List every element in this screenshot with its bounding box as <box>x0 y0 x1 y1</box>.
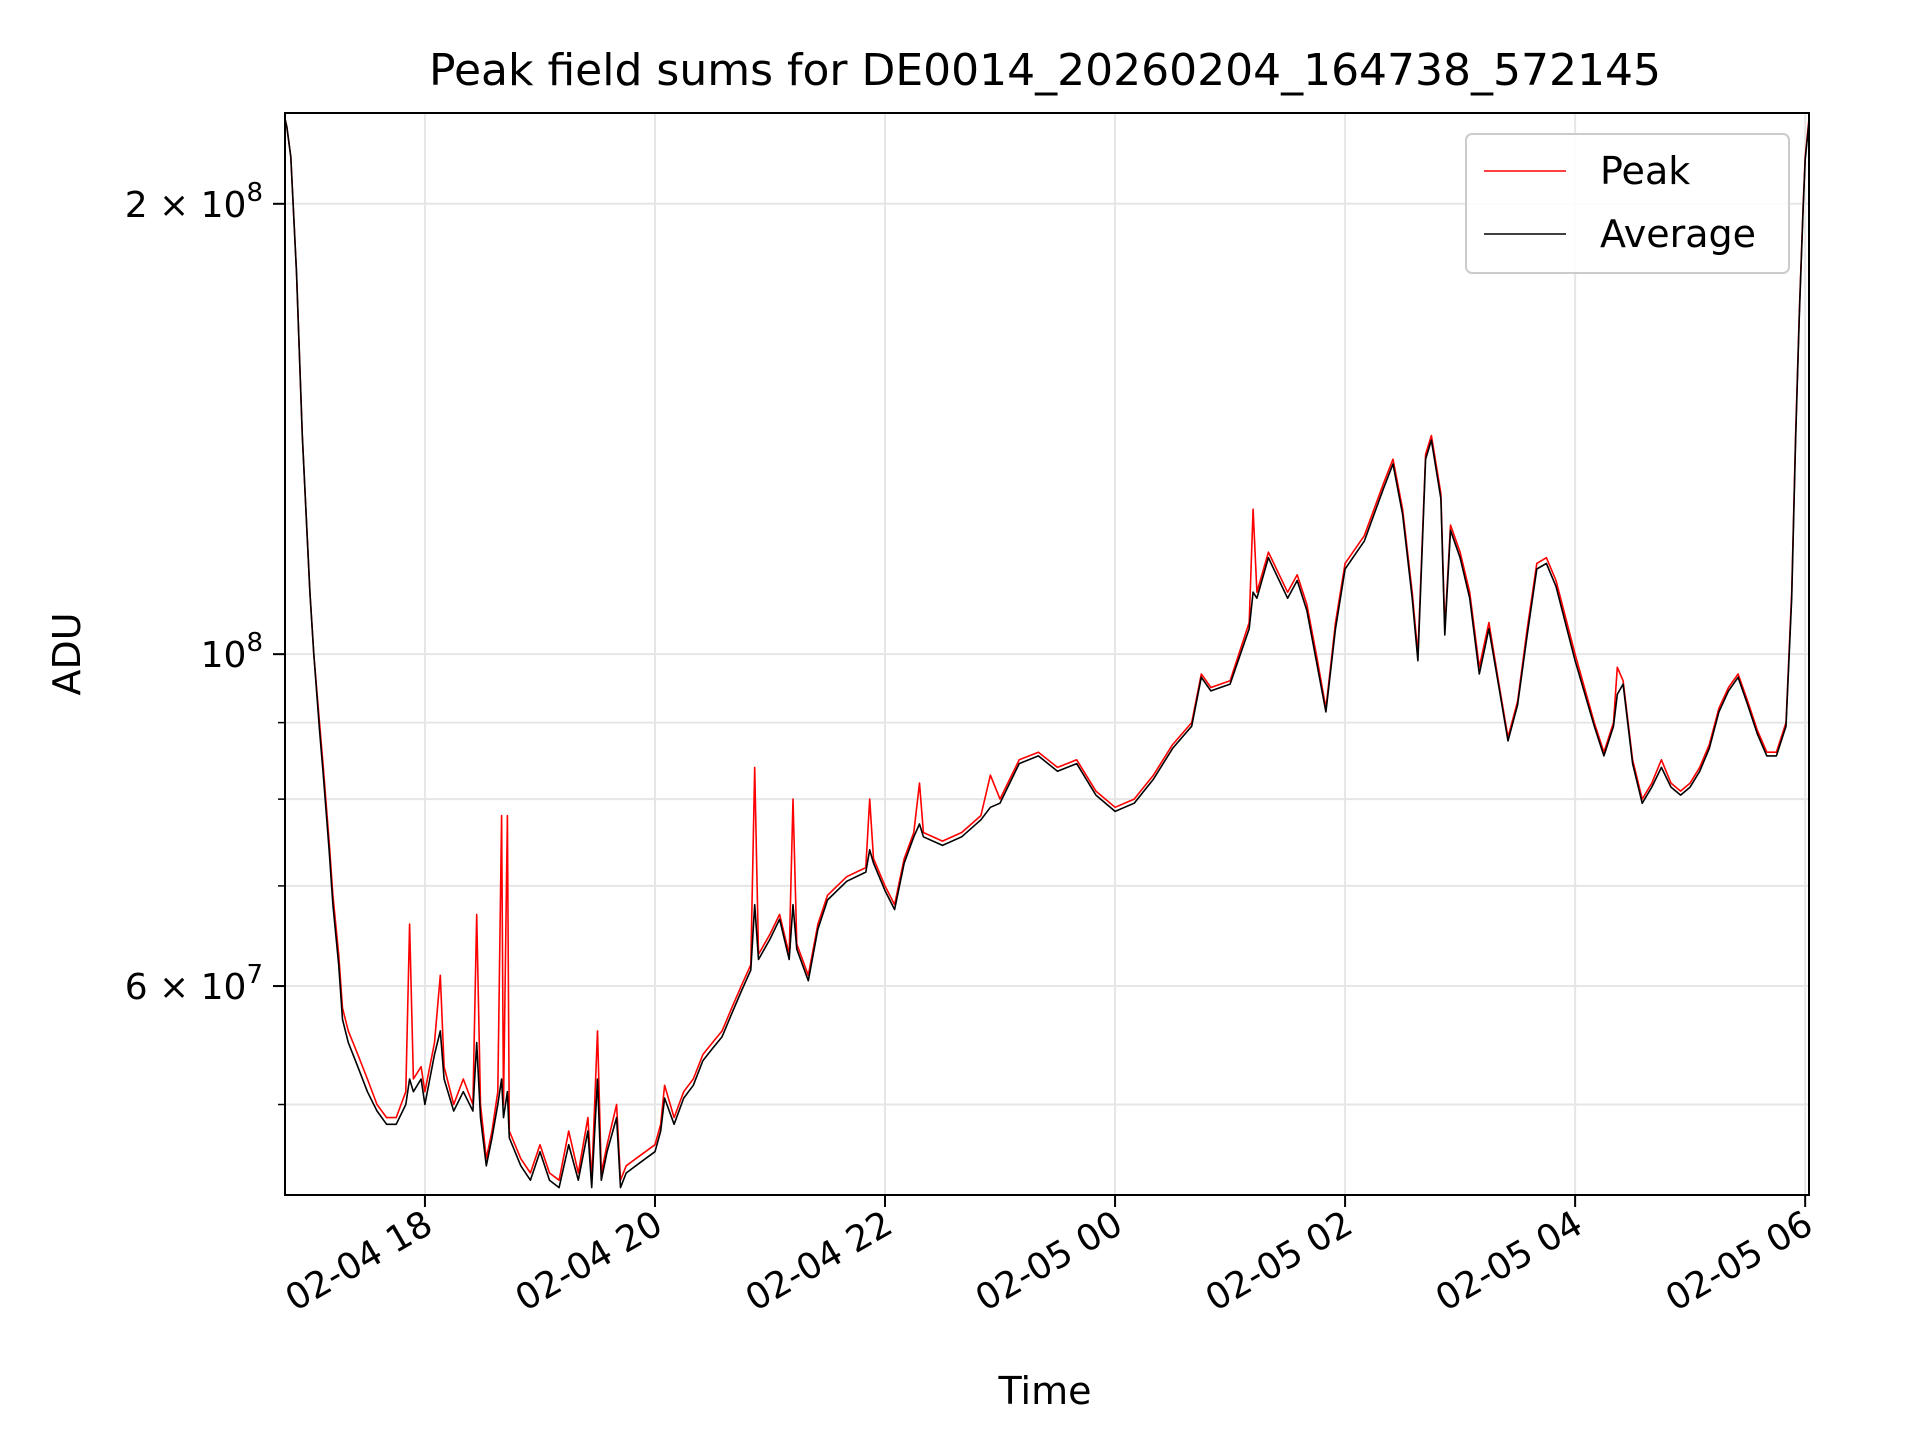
series-line-peak <box>285 118 1809 1181</box>
legend-label-peak: Peak <box>1600 149 1690 193</box>
series-line-average <box>285 118 1809 1189</box>
y-axis-label: ADU <box>45 612 89 695</box>
y-tick-label: 6 × 107 <box>125 960 263 1008</box>
legend-label-average: Average <box>1600 212 1756 256</box>
series-layer <box>285 118 1809 1189</box>
y-tick-label: 2 × 108 <box>125 178 263 226</box>
x-axis-label: Time <box>998 1369 1092 1413</box>
chart-title: Peak field sums for DE0014_20260204_1647… <box>429 45 1661 96</box>
y-tick-label: 108 <box>201 628 263 676</box>
legend: Peak Average <box>1465 133 1790 274</box>
legend-box <box>1465 133 1790 274</box>
